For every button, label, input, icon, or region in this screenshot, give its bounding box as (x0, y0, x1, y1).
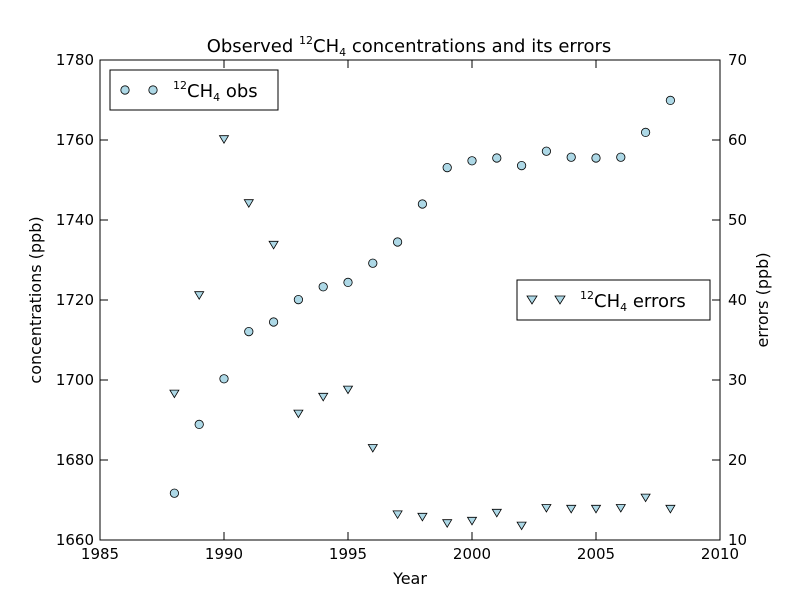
legend-errors-marker (526, 295, 538, 305)
legend-errors-sup: 12 (580, 289, 594, 302)
obs-point (392, 237, 403, 247)
obs-point (516, 161, 527, 171)
y-right-tick-label: 20 (728, 451, 747, 469)
error-point (466, 516, 478, 526)
y-right-tick-label: 30 (728, 371, 747, 389)
obs-point (442, 163, 452, 173)
error-point (590, 504, 602, 514)
y-right-tick-label: 10 (728, 531, 747, 549)
y-right-tick-label: 50 (728, 211, 747, 229)
y-right-axis-ticks: 10 20 30 40 50 60 70 (712, 51, 747, 549)
obs-point (417, 199, 427, 209)
y-left-tick-label: 1680 (56, 451, 94, 469)
obs-point (541, 146, 552, 156)
legend-obs-tail: obs (220, 81, 258, 102)
error-point (367, 444, 379, 453)
obs-point (492, 153, 502, 163)
x-tick-label: 1990 (205, 545, 243, 563)
title-sub: 4 (339, 46, 346, 59)
error-point (243, 199, 255, 208)
legend-errors-species: CH (594, 291, 620, 312)
y-left-axis-ticks: 1660 1680 1700 1720 1740 1760 1780 (56, 51, 108, 549)
error-point (392, 510, 403, 520)
y-left-tick-label: 1760 (56, 131, 94, 149)
y-left-tick-label: 1660 (56, 531, 94, 549)
error-point (516, 521, 527, 531)
x-tick-label: 1995 (329, 545, 367, 563)
error-point (193, 291, 205, 300)
legend-obs-box (109, 69, 279, 111)
y-right-tick-label: 70 (728, 51, 747, 69)
obs-point (293, 294, 303, 305)
y-left-tick-label: 1700 (56, 371, 94, 389)
title-tail: concentrations and its errors (346, 36, 611, 57)
legend-errors-label: 12CH4 errors (580, 289, 686, 314)
obs-point (591, 153, 601, 163)
obs-point (665, 95, 676, 106)
error-point (565, 504, 577, 514)
legend-obs: 12CH4 obs (109, 69, 279, 111)
error-point (342, 385, 354, 395)
x-tick-label: 2005 (577, 545, 615, 563)
series-obs-points (169, 95, 676, 498)
obs-point (368, 258, 378, 268)
obs-point (616, 152, 626, 162)
error-point (615, 504, 627, 513)
obs-point (343, 277, 353, 287)
error-point (218, 135, 230, 144)
legend-errors-sub: 4 (620, 301, 627, 314)
legend-obs-label: 12CH4 obs (173, 79, 258, 104)
y-left-tick-label: 1720 (56, 291, 94, 309)
error-point (169, 389, 180, 399)
legend-obs-sub: 4 (213, 91, 220, 104)
x-axis-label: Year (392, 569, 427, 588)
y-right-tick-label: 40 (728, 291, 747, 309)
legend-obs-species: CH (187, 81, 213, 102)
legend-errors: 12CH4 errors (516, 279, 711, 321)
legend-obs-sup: 12 (173, 79, 187, 92)
title-main: Observed (207, 36, 299, 57)
y-left-tick-label: 1780 (56, 51, 94, 69)
error-point (640, 493, 651, 503)
chart-title: Observed 12CH4 concentrations and its er… (207, 34, 612, 59)
error-point (441, 519, 453, 528)
error-point (317, 392, 329, 402)
y-left-tick-label: 1740 (56, 211, 94, 229)
series-errors-points (169, 135, 676, 531)
x-tick-label: 1985 (81, 545, 119, 563)
error-point (293, 409, 304, 419)
obs-point (467, 156, 477, 166)
title-sup: 12 (299, 34, 313, 47)
obs-point (219, 374, 229, 384)
legend-errors-tail: errors (627, 291, 686, 312)
title-species: CH (313, 36, 339, 57)
obs-point (169, 488, 179, 498)
obs-point (268, 317, 279, 327)
legend-errors-box (516, 279, 711, 321)
y-right-tick-label: 60 (728, 131, 747, 149)
legend-obs-marker (148, 85, 158, 95)
legend-obs-marker (120, 85, 130, 95)
error-point (491, 508, 503, 518)
obs-point (194, 419, 204, 429)
error-point (417, 512, 428, 522)
x-tick-label: 2000 (453, 545, 491, 563)
error-point (665, 504, 676, 514)
x-tick-label: 2010 (701, 545, 739, 563)
obs-point (566, 152, 576, 162)
x-axis-ticks: 1985 1990 1995 2000 2005 2010 (81, 60, 739, 563)
error-point (541, 504, 552, 513)
obs-point (640, 127, 651, 137)
obs-point (318, 282, 328, 292)
y-left-axis-label: concentrations (ppb) (26, 216, 45, 383)
error-point (268, 240, 279, 250)
obs-point (244, 326, 254, 337)
y-right-axis-label: errors (ppb) (753, 252, 772, 347)
legend-errors-marker (554, 295, 566, 305)
